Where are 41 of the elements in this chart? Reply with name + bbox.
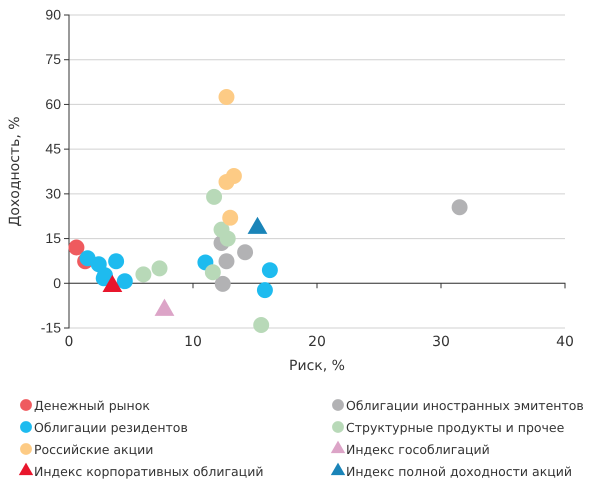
point <box>116 273 133 290</box>
point <box>108 253 124 270</box>
y-axis-title: Доходность, % <box>7 116 23 227</box>
y-tick-label: -15 <box>40 319 62 336</box>
y-tick-label: 75 <box>45 51 62 68</box>
point <box>222 210 238 226</box>
y-tick-label: 90 <box>45 6 62 22</box>
x-tick-label: 0 <box>64 334 74 350</box>
x-tick-label: 10 <box>184 334 202 350</box>
point <box>237 244 254 260</box>
legend-label: Денежный рынок <box>34 398 150 413</box>
point <box>135 266 152 282</box>
point <box>152 260 168 276</box>
point <box>256 282 273 298</box>
point <box>262 262 278 278</box>
legend-label: Структурные продукты и прочее <box>346 420 565 435</box>
y-tick-label: 45 <box>45 140 62 157</box>
y-tick-label: 15 <box>45 230 62 246</box>
point <box>68 240 84 256</box>
x-tick-label: 40 <box>556 334 574 350</box>
y-tick-label: 60 <box>45 96 62 112</box>
y-tick-label: 30 <box>45 185 62 202</box>
point <box>253 317 270 333</box>
point <box>218 89 234 105</box>
legend-label: Облигации иностранных эмитентов <box>346 398 584 413</box>
point <box>218 174 234 190</box>
x-tick-label: 20 <box>308 334 326 350</box>
point <box>206 188 222 205</box>
y-tick-label: 0 <box>53 274 62 291</box>
legend-label: Облигации резидентов <box>34 420 188 435</box>
point <box>218 253 234 270</box>
legend-label: Российские акции <box>34 442 154 457</box>
point <box>452 199 468 216</box>
point <box>214 276 231 292</box>
legend-label: Индекс полной доходности акций <box>346 464 572 479</box>
legend-label: Индекс корпоративных облигаций <box>34 464 264 479</box>
point <box>204 264 221 280</box>
point <box>220 230 236 247</box>
x-tick-label: 30 <box>432 334 450 350</box>
legend-label: Индекс гособлигаций <box>346 442 490 457</box>
x-axis-title: Риск, % <box>289 358 345 374</box>
